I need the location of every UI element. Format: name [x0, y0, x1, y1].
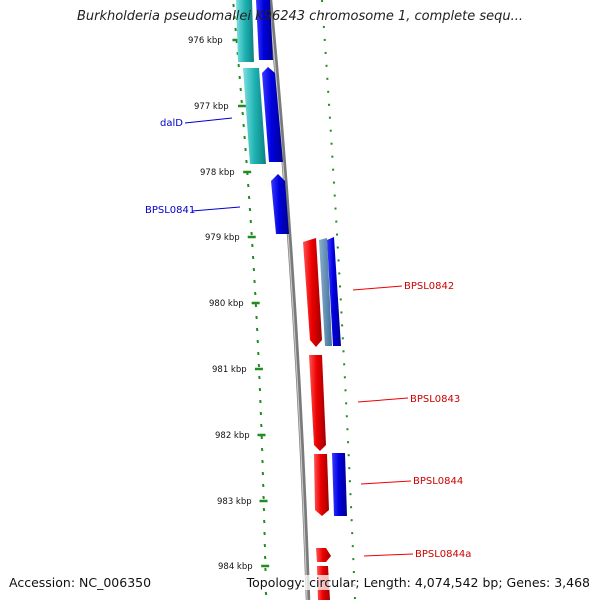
blue-feature-0844: [332, 453, 347, 516]
tick-label-984: 984 kbp: [218, 562, 253, 572]
map-title: Burkholderia pseudomallei K96243 chromos…: [76, 9, 524, 24]
blue-feature-0842: [327, 237, 341, 346]
BPSL0844a-leader-line: [363, 553, 414, 557]
tick-label-977: 977 kbp: [194, 102, 229, 112]
dalD-gene-arrow: [262, 67, 283, 162]
accession-label: Accession: NC_006350: [9, 575, 152, 590]
gene-label-BPSL0844a[interactable]: BPSL0844a: [415, 549, 471, 560]
outer-tick-ring: [321, 0, 356, 600]
gene-label-BPSL0842[interactable]: BPSL0842: [404, 281, 454, 292]
BPSL0843-gene-arrow: [309, 355, 326, 451]
topology-summary-text: Topology: circular; Length: 4,074,542 bp…: [246, 575, 590, 590]
tick-label-983: 983 kbp: [217, 497, 252, 507]
tick-label-976: 976 kbp: [188, 36, 223, 46]
tick-label-979: 979 kbp: [205, 233, 240, 243]
gene-label-BPSL0841[interactable]: BPSL0841: [145, 205, 195, 216]
gene-label-BPSL0843[interactable]: BPSL0843: [410, 394, 460, 405]
BPSL0844-gene-arrow: [314, 454, 329, 516]
tick-label-978: 978 kbp: [200, 168, 235, 178]
BPSL0842-leader-line: [352, 285, 403, 291]
topology-summary: Topology: circular; Length: 4,074,542 bp…: [246, 575, 590, 590]
BPSL0844a-gene-arrow: [316, 548, 331, 562]
BPSL0841-leader-line: [191, 206, 241, 212]
blue-feature-top: [256, 0, 273, 60]
BPSL0842-gene-arrow: [303, 238, 322, 347]
chromosome-backbone-highlight: [268, 0, 308, 600]
BPSL0841-gene-arrow: [271, 174, 289, 234]
dalD-leader-line: [184, 117, 233, 124]
cyan-feature-1: [236, 0, 254, 62]
gene-labels: dalD BPSL0841 BPSL0842 BPSL0843 BPSL0844…: [145, 117, 471, 560]
steel-feature: [319, 238, 332, 346]
gene-label-dalD[interactable]: dalD: [160, 118, 183, 129]
tick-label-981: 981 kbp: [212, 365, 247, 375]
tick-label-982: 982 kbp: [215, 431, 250, 441]
chromosome-backbone: [267, 0, 311, 600]
cyan-feature-2: [243, 68, 266, 164]
tick-labels: 976 kbp 977 kbp 978 kbp 979 kbp 980 kbp …: [188, 36, 253, 572]
BPSL0843-leader-line: [357, 397, 409, 403]
tick-label-980: 980 kbp: [209, 299, 244, 309]
gene-label-BPSL0844[interactable]: BPSL0844: [413, 476, 463, 487]
BPSL0844-leader-line: [360, 480, 412, 485]
